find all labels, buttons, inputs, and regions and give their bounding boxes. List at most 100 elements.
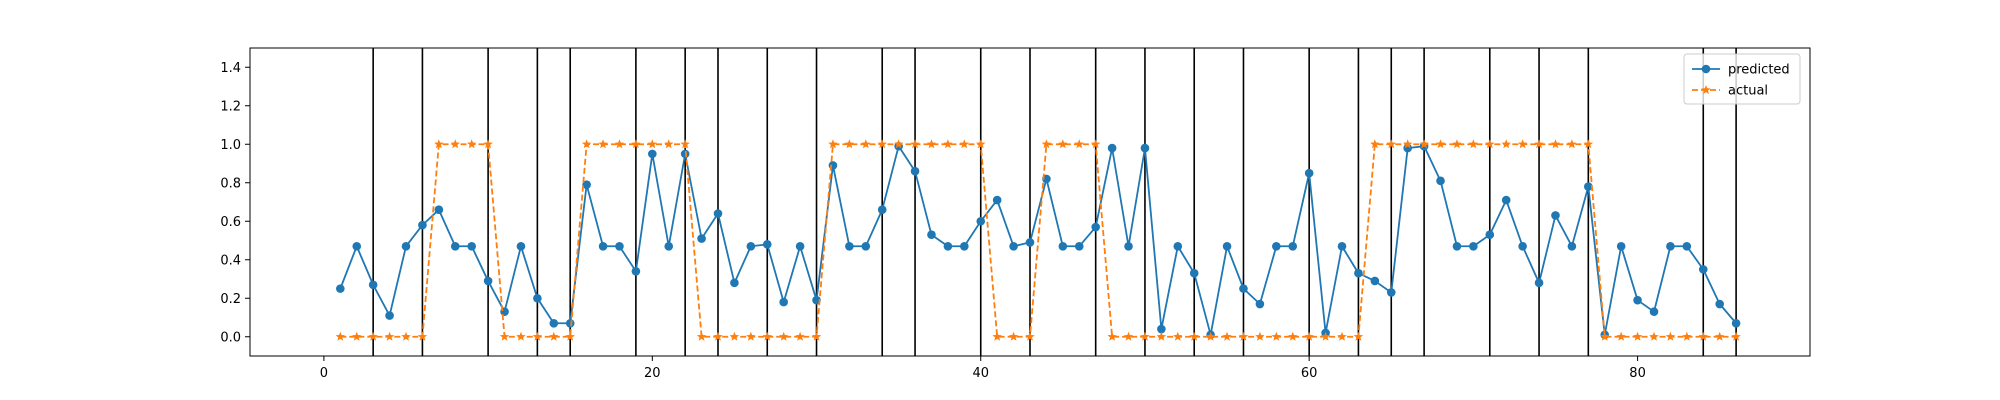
- data-point-actual: [877, 139, 887, 149]
- data-point-predicted: [1107, 143, 1117, 153]
- data-point-actual: [926, 139, 937, 149]
- y-axis: 0.0 0.2 0.4 0.6 0.8 1.0 1.2 1.4: [220, 61, 250, 345]
- data-point-predicted: [1354, 268, 1363, 278]
- data-point-predicted: [1337, 241, 1347, 251]
- data-point-predicted: [648, 149, 657, 159]
- data-point-predicted: [779, 297, 788, 307]
- data-point-predicted: [533, 293, 542, 303]
- data-point-predicted: [516, 241, 526, 251]
- data-point-actual: [647, 139, 658, 149]
- data-point-predicted: [1616, 241, 1626, 251]
- data-point-actual: [1173, 331, 1183, 341]
- data-point-actual: [1386, 139, 1397, 149]
- data-point-actual: [1370, 139, 1380, 149]
- data-point-actual: [1140, 331, 1150, 341]
- vertical-lines: [372, 48, 1737, 356]
- data-point-actual: [1583, 139, 1594, 149]
- data-point-actual: [532, 331, 543, 341]
- data-point-actual: [680, 139, 690, 149]
- data-point-actual: [598, 139, 608, 149]
- data-point-predicted: [418, 220, 427, 230]
- data-point-predicted: [1501, 195, 1511, 205]
- data-point-actual: [795, 331, 805, 341]
- data-point-predicted: [795, 241, 805, 251]
- data-point-actual: [1320, 331, 1331, 341]
- data-point-actual: [335, 331, 346, 341]
- data-point-predicted: [1074, 241, 1084, 251]
- data-point-actual: [1025, 331, 1035, 341]
- data-point-actual: [631, 139, 641, 149]
- data-point-actual: [1419, 139, 1429, 149]
- legend-item-actual: actual: [1692, 84, 1768, 99]
- data-point-predicted: [992, 195, 1002, 205]
- data-point-predicted: [828, 161, 838, 170]
- data-point-actual: [417, 331, 428, 341]
- data-point-actual: [959, 139, 970, 149]
- data-point-predicted: [1272, 241, 1281, 251]
- data-point-predicted: [549, 318, 559, 328]
- data-point-predicted: [1189, 268, 1199, 278]
- data-point-actual: [1041, 139, 1052, 149]
- data-point-predicted: [1025, 238, 1035, 247]
- data-point-predicted: [467, 241, 476, 251]
- data-point-actual: [1714, 331, 1725, 341]
- data-point-actual: [1238, 331, 1249, 341]
- data-point-predicted: [1304, 168, 1314, 178]
- data-point-predicted: [1452, 241, 1462, 251]
- y-tick-label: 1.2: [220, 99, 241, 114]
- data-point-predicted: [960, 241, 969, 251]
- data-point-predicted: [582, 180, 591, 189]
- y-tick-label: 1.0: [220, 138, 241, 153]
- data-point-actual: [384, 331, 395, 341]
- x-tick-label: 20: [644, 366, 661, 381]
- data-point-predicted: [565, 318, 575, 328]
- data-point-actual: [581, 139, 592, 149]
- data-point-actual: [1517, 139, 1528, 149]
- data-point-predicted: [401, 241, 411, 251]
- data-point-actual: [1058, 139, 1068, 149]
- data-point-predicted: [434, 205, 444, 214]
- series-line-predicted: [339, 145, 1737, 336]
- data-point-predicted: [1633, 295, 1642, 305]
- data-point-predicted: [1731, 318, 1741, 328]
- legend-marker-predicted: [1701, 64, 1711, 74]
- x-tick-label: 40: [972, 366, 989, 381]
- data-point-predicted: [664, 241, 674, 251]
- data-point-predicted: [1682, 241, 1692, 251]
- x-axis: 0 20 40 60 80: [320, 356, 1646, 381]
- data-point-predicted: [1140, 143, 1150, 153]
- data-point-actual: [368, 331, 378, 341]
- data-point-actual: [713, 331, 723, 341]
- data-point-predicted: [943, 241, 953, 251]
- data-point-predicted: [385, 311, 394, 320]
- data-point-actual: [1255, 331, 1265, 341]
- data-point-predicted: [1567, 241, 1577, 251]
- data-point-predicted: [877, 205, 887, 214]
- data-point-predicted: [910, 166, 920, 176]
- data-point-actual: [1682, 331, 1692, 341]
- data-point-predicted: [483, 276, 493, 286]
- data-point-predicted: [713, 209, 723, 218]
- x-tick-label: 80: [1629, 366, 1646, 381]
- data-point-predicted: [1666, 241, 1675, 251]
- data-point-actual: [861, 139, 871, 149]
- x-tick-label: 60: [1301, 366, 1318, 381]
- data-point-predicted: [1436, 176, 1445, 186]
- data-point-actual: [844, 139, 855, 149]
- data-point-predicted: [1518, 241, 1527, 251]
- y-tick-label: 0.6: [220, 215, 241, 230]
- y-tick-label: 0.2: [220, 292, 241, 307]
- data-point-predicted: [861, 241, 871, 251]
- legend-label-predicted: predicted: [1728, 63, 1790, 78]
- data-point-actual: [746, 331, 756, 341]
- series-predicted: [336, 141, 1741, 340]
- data-point-actual: [450, 139, 461, 149]
- data-point-actual: [1567, 139, 1577, 149]
- data-point-actual: [762, 331, 773, 341]
- data-point-actual: [1107, 331, 1117, 341]
- data-point-predicted: [845, 241, 854, 251]
- data-point-actual: [1632, 331, 1643, 341]
- data-point-actual: [1402, 139, 1413, 149]
- series-layer: [335, 139, 1741, 341]
- data-point-actual: [1616, 331, 1626, 341]
